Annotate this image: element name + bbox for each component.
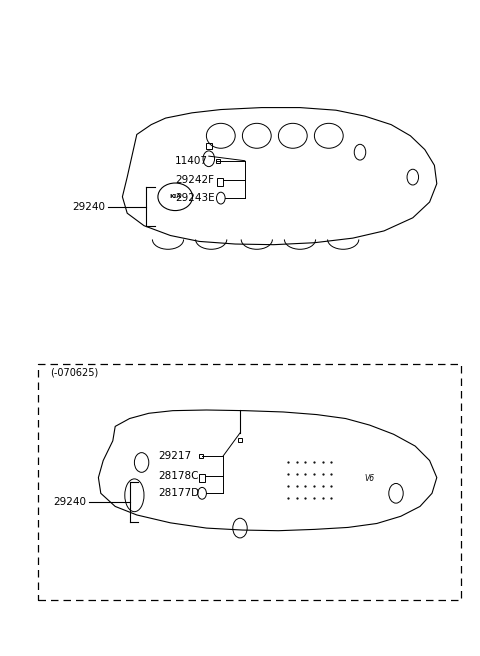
Text: 29243E: 29243E (175, 193, 215, 203)
Bar (199, 474, 205, 482)
Bar (38, 364, 461, 600)
Text: 28177D: 28177D (158, 488, 200, 499)
Text: 29240: 29240 (72, 201, 106, 212)
Text: 29217: 29217 (158, 451, 192, 461)
Circle shape (216, 192, 225, 204)
Text: 29240: 29240 (53, 497, 86, 507)
Text: 11407: 11407 (175, 155, 208, 166)
Circle shape (198, 487, 206, 499)
Text: 28178C: 28178C (158, 470, 199, 481)
Text: V6: V6 (364, 474, 375, 483)
Bar (217, 178, 223, 186)
Text: KIA: KIA (169, 194, 181, 199)
Text: 29242F: 29242F (175, 175, 214, 186)
Text: (-070625): (-070625) (50, 367, 99, 377)
